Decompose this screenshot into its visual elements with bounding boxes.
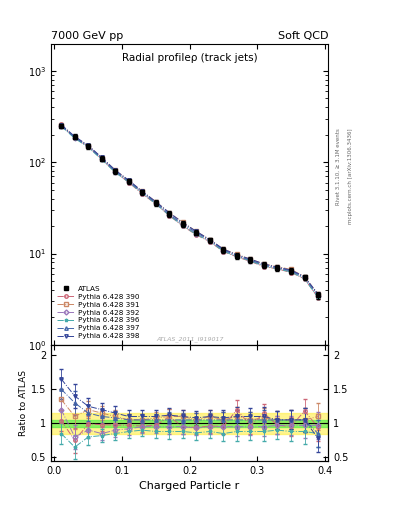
Legend: ATLAS, Pythia 6.428 390, Pythia 6.428 391, Pythia 6.428 392, Pythia 6.428 396, P: ATLAS, Pythia 6.428 390, Pythia 6.428 39…: [55, 284, 141, 342]
X-axis label: Charged Particle r: Charged Particle r: [140, 481, 240, 491]
Y-axis label: Ratio to ATLAS: Ratio to ATLAS: [19, 370, 28, 436]
Text: ATLAS_2011_I919017: ATLAS_2011_I919017: [156, 336, 223, 342]
Bar: [51, 413, 328, 434]
Text: Soft QCD: Soft QCD: [278, 31, 328, 41]
Bar: [51, 420, 328, 426]
Text: 7000 GeV pp: 7000 GeV pp: [51, 31, 123, 41]
Text: mcplots.cern.ch [arXiv:1306.3436]: mcplots.cern.ch [arXiv:1306.3436]: [348, 128, 353, 224]
Text: Radial profileρ (track jets): Radial profileρ (track jets): [122, 53, 257, 62]
Text: Rivet 3.1.10, ≥ 3.1M events: Rivet 3.1.10, ≥ 3.1M events: [336, 128, 341, 205]
